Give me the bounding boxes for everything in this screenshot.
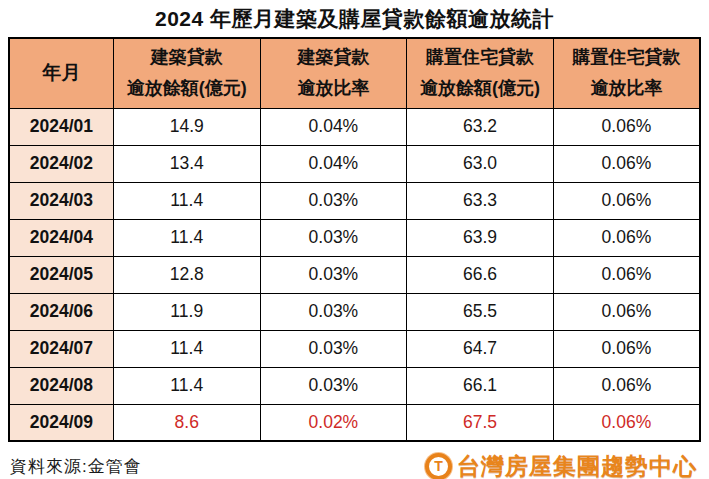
- header-line: 購置住宅貸款: [555, 42, 698, 74]
- table-cell: 0.06%: [553, 404, 700, 441]
- header-line: 逾放餘額(億元): [408, 73, 552, 105]
- table-cell: 0.03%: [260, 293, 407, 330]
- table-row: 2024/0512.80.03%66.60.06%: [9, 256, 700, 293]
- footer: 資料來源:金管會 T 台灣房屋集團趨勢中心: [0, 442, 709, 479]
- table-cell: 63.0: [407, 145, 554, 182]
- data-source-label: 資料來源:金管會: [10, 455, 142, 478]
- table-cell: 11.4: [113, 330, 260, 367]
- header-construction-ratio: 建築貸款 逾放比率: [260, 38, 407, 108]
- table-row: 2024/0611.90.03%65.50.06%: [9, 293, 700, 330]
- company-logo: T 台灣房屋集團趨勢中心: [425, 451, 697, 479]
- header-line: 建築貸款: [262, 42, 406, 74]
- table-cell: 12.8: [113, 256, 260, 293]
- table-row: 2024/0114.90.04%63.20.06%: [9, 108, 700, 145]
- table-cell: 0.03%: [260, 182, 407, 219]
- table-row: 2024/0411.40.03%63.90.06%: [9, 219, 700, 256]
- table-cell: 65.5: [407, 293, 554, 330]
- row-label-month: 2024/05: [9, 256, 113, 293]
- table-cell: 11.4: [113, 182, 260, 219]
- table-cell: 11.4: [113, 219, 260, 256]
- page: 2024 年歷月建築及購屋貸款餘額逾放統計 年月 建築貸款 逾放餘額(億元) 建…: [0, 0, 709, 479]
- table-cell: 66.6: [407, 256, 554, 293]
- table-cell: 0.06%: [553, 367, 700, 404]
- header-line: 逾放餘額(億元): [115, 73, 259, 105]
- table-cell: 67.5: [407, 404, 554, 441]
- row-label-month: 2024/04: [9, 219, 113, 256]
- table-cell: 0.06%: [553, 108, 700, 145]
- table-cell: 0.03%: [260, 219, 407, 256]
- table-cell: 0.03%: [260, 367, 407, 404]
- header-line: 逾放比率: [555, 73, 698, 105]
- table-header: 年月 建築貸款 逾放餘額(億元) 建築貸款 逾放比率 購置住宅貸款 逾放餘額(億…: [9, 38, 700, 108]
- row-label-month: 2024/03: [9, 182, 113, 219]
- table-cell: 64.7: [407, 330, 554, 367]
- taiwan-housing-logo-icon: T: [425, 453, 452, 479]
- header-year-month: 年月: [9, 38, 113, 108]
- row-label-month: 2024/06: [9, 293, 113, 330]
- table-row: 2024/0311.40.03%63.30.06%: [9, 182, 700, 219]
- table-cell: 66.1: [407, 367, 554, 404]
- row-label-month: 2024/08: [9, 367, 113, 404]
- header-line: 建築貸款: [115, 42, 259, 74]
- row-label-month: 2024/02: [9, 145, 113, 182]
- table-row: 2024/0811.40.03%66.10.06%: [9, 367, 700, 404]
- table-cell: 0.04%: [260, 145, 407, 182]
- table-cell: 0.06%: [553, 145, 700, 182]
- table-cell: 0.03%: [260, 256, 407, 293]
- table-cell: 0.06%: [553, 256, 700, 293]
- row-label-month: 2024/01: [9, 108, 113, 145]
- header-housing-balance: 購置住宅貸款 逾放餘額(億元): [407, 38, 554, 108]
- table-cell: 11.4: [113, 367, 260, 404]
- header-line: 購置住宅貸款: [408, 42, 552, 74]
- table-body: 2024/0114.90.04%63.20.06%2024/0213.40.04…: [9, 108, 700, 441]
- header-row: 年月 建築貸款 逾放餘額(億元) 建築貸款 逾放比率 購置住宅貸款 逾放餘額(億…: [9, 38, 700, 108]
- table-row: 2024/0213.40.04%63.00.06%: [9, 145, 700, 182]
- header-housing-ratio: 購置住宅貸款 逾放比率: [553, 38, 700, 108]
- table-row: 2024/098.60.02%67.50.06%: [9, 404, 700, 441]
- table-cell: 0.06%: [553, 330, 700, 367]
- row-label-month: 2024/07: [9, 330, 113, 367]
- table-cell: 63.2: [407, 108, 554, 145]
- table-cell: 0.06%: [553, 182, 700, 219]
- table-row: 2024/0711.40.03%64.70.06%: [9, 330, 700, 367]
- header-construction-balance: 建築貸款 逾放餘額(億元): [113, 38, 260, 108]
- page-title: 2024 年歷月建築及購屋貸款餘額逾放統計: [0, 0, 709, 33]
- table-cell: 63.9: [407, 219, 554, 256]
- row-label-month: 2024/09: [9, 404, 113, 441]
- table-cell: 11.9: [113, 293, 260, 330]
- table-cell: 0.06%: [553, 219, 700, 256]
- table-cell: 14.9: [113, 108, 260, 145]
- table-cell: 63.3: [407, 182, 554, 219]
- table-cell: 8.6: [113, 404, 260, 441]
- company-logo-text: 台灣房屋集團趨勢中心: [457, 451, 697, 479]
- table-cell: 0.02%: [260, 404, 407, 441]
- table-cell: 13.4: [113, 145, 260, 182]
- header-line: 逾放比率: [262, 73, 406, 105]
- loan-stats-table: 年月 建築貸款 逾放餘額(億元) 建築貸款 逾放比率 購置住宅貸款 逾放餘額(億…: [8, 37, 701, 442]
- table-cell: 0.04%: [260, 108, 407, 145]
- table-cell: 0.06%: [553, 293, 700, 330]
- table-cell: 0.03%: [260, 330, 407, 367]
